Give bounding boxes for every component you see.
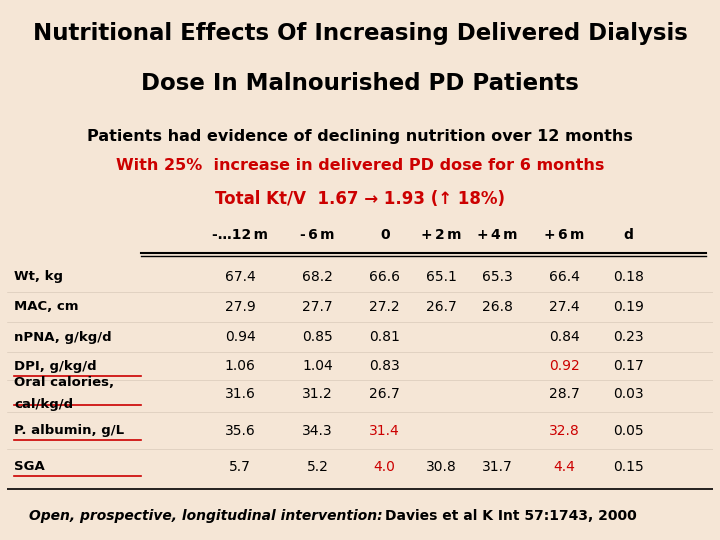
Text: 27.4: 27.4 (549, 300, 580, 314)
Text: 27.7: 27.7 (302, 300, 333, 314)
Text: d: d (624, 228, 633, 242)
Text: Davies et al K Int 57:1743, 2000: Davies et al K Int 57:1743, 2000 (385, 509, 637, 523)
Text: - 6 m: - 6 m (300, 228, 335, 242)
Text: 68.2: 68.2 (302, 269, 333, 284)
Text: 27.9: 27.9 (225, 300, 256, 314)
Text: 0.84: 0.84 (549, 330, 580, 344)
Text: 0.83: 0.83 (369, 359, 400, 373)
Text: 0.81: 0.81 (369, 330, 400, 344)
Text: 30.8: 30.8 (426, 460, 456, 474)
Text: 4.4: 4.4 (554, 460, 575, 474)
Text: + 6 m: + 6 m (544, 228, 585, 242)
Text: 0.85: 0.85 (302, 330, 333, 344)
Text: 0.23: 0.23 (613, 330, 644, 344)
Text: 5.7: 5.7 (229, 460, 251, 474)
Text: 26.8: 26.8 (482, 300, 513, 314)
Text: 26.7: 26.7 (426, 300, 456, 314)
Text: 35.6: 35.6 (225, 424, 256, 438)
Text: nPNA, g/kg/d: nPNA, g/kg/d (14, 330, 112, 343)
Text: 0.15: 0.15 (613, 460, 644, 474)
Text: 27.2: 27.2 (369, 300, 400, 314)
Text: 0.92: 0.92 (549, 359, 580, 373)
Text: 34.3: 34.3 (302, 424, 333, 438)
Text: With 25%  increase in delivered PD dose for 6 months: With 25% increase in delivered PD dose f… (116, 158, 604, 173)
Text: SGA: SGA (14, 460, 45, 473)
Text: Nutritional Effects Of Increasing Delivered Dialysis: Nutritional Effects Of Increasing Delive… (32, 22, 688, 45)
Text: 31.4: 31.4 (369, 424, 400, 438)
Text: 31.6: 31.6 (225, 387, 256, 401)
Text: 26.7: 26.7 (369, 387, 400, 401)
Text: 66.4: 66.4 (549, 269, 580, 284)
Text: cal/kg/d: cal/kg/d (14, 398, 73, 411)
Text: 28.7: 28.7 (549, 387, 580, 401)
Text: 66.6: 66.6 (369, 269, 400, 284)
Text: MAC, cm: MAC, cm (14, 300, 78, 313)
Text: DPI, g/kg/d: DPI, g/kg/d (14, 360, 97, 373)
Text: Oral calories,: Oral calories, (14, 376, 114, 389)
Text: 0: 0 (380, 228, 390, 242)
Text: P. albumin, g/L: P. albumin, g/L (14, 424, 125, 437)
Text: Dose In Malnourished PD Patients: Dose In Malnourished PD Patients (141, 72, 579, 94)
Text: Open, prospective, longitudinal intervention:: Open, prospective, longitudinal interven… (29, 509, 387, 523)
Text: + 4 m: + 4 m (477, 228, 518, 242)
Text: 0.94: 0.94 (225, 330, 256, 344)
Text: 31.2: 31.2 (302, 387, 333, 401)
Text: 0.19: 0.19 (613, 300, 644, 314)
Text: 0.17: 0.17 (613, 359, 644, 373)
Text: + 2 m: + 2 m (421, 228, 462, 242)
Text: 65.1: 65.1 (426, 269, 456, 284)
Text: 65.3: 65.3 (482, 269, 513, 284)
Text: 0.05: 0.05 (613, 424, 644, 438)
Text: 4.0: 4.0 (374, 460, 395, 474)
Text: Patients had evidence of declining nutrition over 12 months: Patients had evidence of declining nutri… (87, 129, 633, 144)
Text: 67.4: 67.4 (225, 269, 256, 284)
Text: 5.2: 5.2 (307, 460, 328, 474)
Text: Total Kt/V  1.67 → 1.93 (↑ 18%): Total Kt/V 1.67 → 1.93 (↑ 18%) (215, 190, 505, 207)
Text: 0.03: 0.03 (613, 387, 644, 401)
Text: 0.18: 0.18 (613, 269, 644, 284)
Text: -…12 m: -…12 m (212, 228, 268, 242)
Text: 1.04: 1.04 (302, 359, 333, 373)
Text: 1.06: 1.06 (225, 359, 256, 373)
Text: 31.7: 31.7 (482, 460, 513, 474)
Text: 32.8: 32.8 (549, 424, 580, 438)
Text: Wt, kg: Wt, kg (14, 270, 63, 283)
